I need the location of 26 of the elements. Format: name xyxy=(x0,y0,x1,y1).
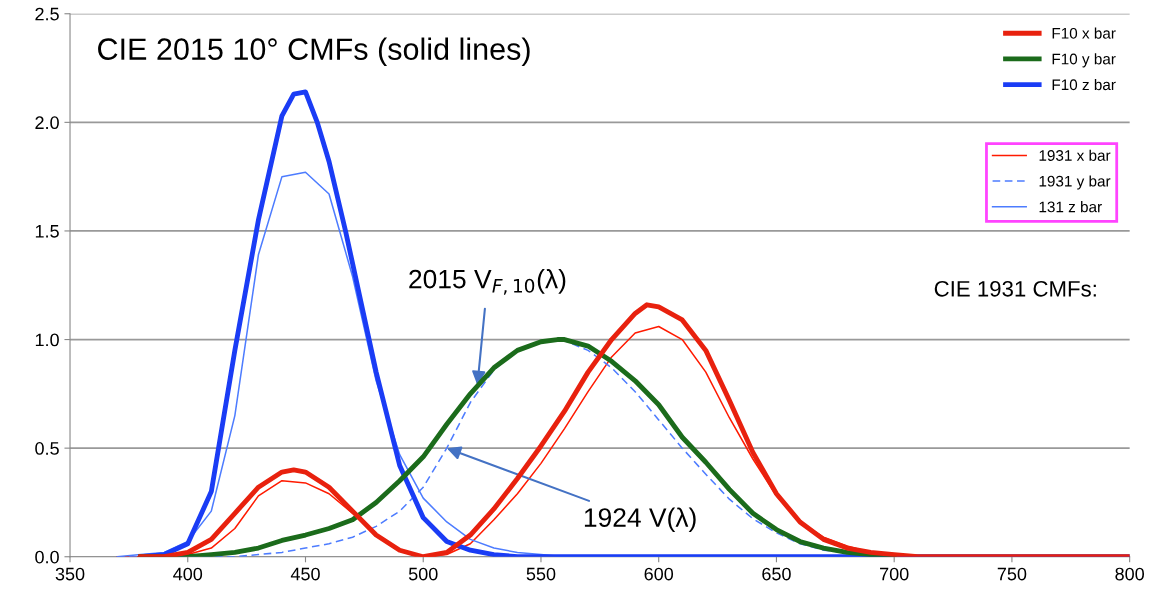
x-tick-label: 600 xyxy=(644,567,674,581)
legend-label: F10 z bar xyxy=(1052,78,1116,91)
x-tick-label: 750 xyxy=(997,567,1027,581)
annotation: CIE 2015 10° CMFs (solid lines) xyxy=(98,37,530,66)
x-tick-label: 400 xyxy=(173,567,203,581)
legend-label: 1931 x bar xyxy=(1039,149,1111,161)
legend-label: F10 y bar xyxy=(1052,53,1116,68)
x-tick-label: 700 xyxy=(880,567,909,581)
x-tick-label: 350 xyxy=(55,567,85,581)
annotation: 2015 V$_{F,10}$(λ) xyxy=(409,269,566,295)
legend-label: 131 z bar xyxy=(1039,201,1102,213)
y-tick-label: 2.5 xyxy=(35,7,59,21)
annotation: CIE 1931 CMFs: xyxy=(934,280,1096,297)
legend-label: 1931 y bar xyxy=(1039,175,1111,190)
legend-label: F10 x bar xyxy=(1052,27,1116,39)
y-tick-label: 2.0 xyxy=(35,116,59,130)
x-tick-label: 650 xyxy=(762,567,791,581)
y-tick-label: 1.5 xyxy=(35,225,59,238)
x-tick-label: 450 xyxy=(290,567,320,581)
x-tick-label: 800 xyxy=(1115,567,1145,581)
x-tick-label: 500 xyxy=(408,567,438,581)
y-tick-label: 1.0 xyxy=(35,333,59,347)
y-tick-label: 0.0 xyxy=(35,550,59,564)
y-tick-label: 0.5 xyxy=(35,442,59,455)
x-tick-label: 550 xyxy=(526,567,556,581)
annotation: 1924 V(λ) xyxy=(584,507,696,533)
